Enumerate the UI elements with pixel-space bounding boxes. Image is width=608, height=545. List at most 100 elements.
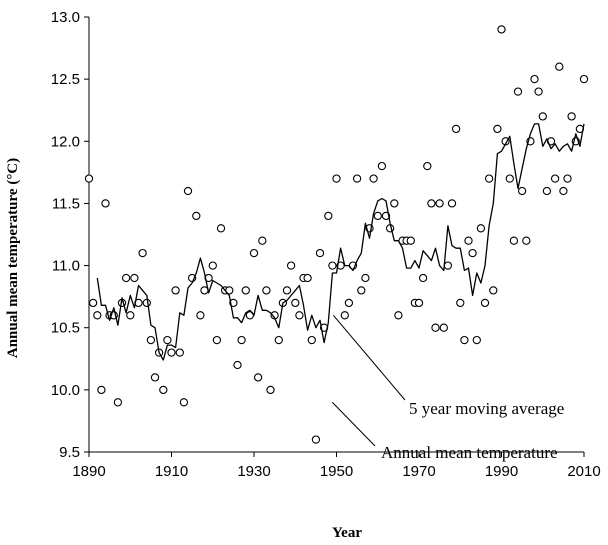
annotation-annual-mean: Annual mean temperature xyxy=(381,443,558,462)
data-point xyxy=(88,298,98,308)
data-point xyxy=(142,298,151,308)
data-point xyxy=(258,236,267,245)
data-point xyxy=(468,248,477,258)
data-point xyxy=(456,298,465,308)
data-point xyxy=(406,236,415,245)
y-tick-label: 10.0 xyxy=(51,382,80,399)
data-point xyxy=(101,199,110,208)
data-point xyxy=(249,248,259,258)
data-point xyxy=(171,286,180,295)
y-tick-label: 11.5 xyxy=(52,195,80,212)
moving-average-line xyxy=(96,123,585,361)
data-point xyxy=(522,236,531,245)
data-point xyxy=(303,273,312,283)
data-point xyxy=(84,174,94,183)
data-point xyxy=(286,261,296,270)
data-point xyxy=(505,174,514,183)
data-point xyxy=(212,335,222,345)
data-point xyxy=(121,273,131,283)
data-point xyxy=(550,174,560,183)
data-point xyxy=(493,124,502,134)
x-tick-label: 1990 xyxy=(485,463,518,480)
x-tick-label: 2010 xyxy=(567,463,600,480)
x-tick-label: 1950 xyxy=(320,463,353,480)
annotation-moving-average: 5 year moving average xyxy=(409,399,564,418)
data-point xyxy=(435,199,444,208)
data-point xyxy=(150,373,160,382)
plot-area: 1890 1910 1930 1950 1970 1990 2010 9.5 10.0 10.5… xyxy=(51,9,601,480)
x-tick-label: 1930 xyxy=(237,463,270,480)
data-point xyxy=(208,261,217,270)
data-point xyxy=(216,224,226,233)
data-point xyxy=(460,335,469,345)
data-point xyxy=(352,174,362,183)
data-point xyxy=(241,286,250,295)
data-point xyxy=(451,124,461,134)
data-point xyxy=(390,199,399,208)
data-point xyxy=(130,273,139,283)
data-point xyxy=(464,236,473,245)
data-point xyxy=(439,323,448,332)
data-point xyxy=(361,273,370,283)
data-point xyxy=(332,174,341,183)
data-point xyxy=(282,286,292,295)
data-point xyxy=(418,273,428,283)
data-point xyxy=(266,385,275,395)
x-tick-label: 1910 xyxy=(155,463,188,480)
data-point xyxy=(555,62,564,71)
data-point xyxy=(414,298,424,308)
data-point xyxy=(530,74,539,84)
data-point xyxy=(126,311,135,320)
data-point xyxy=(113,398,123,407)
data-point xyxy=(579,74,589,84)
data-point xyxy=(159,385,168,395)
data-point xyxy=(237,335,246,345)
data-point xyxy=(431,323,440,332)
data-point xyxy=(311,435,321,444)
annotations: 5 year moving average Annual mean tempera… xyxy=(331,314,564,462)
data-point xyxy=(163,335,172,345)
data-point xyxy=(324,211,333,221)
data-point xyxy=(369,174,378,183)
data-point xyxy=(377,161,387,171)
data-point xyxy=(423,161,432,171)
y-tick-label: 9.5 xyxy=(59,444,80,461)
data-point xyxy=(328,261,337,270)
data-point xyxy=(183,186,193,196)
data-point xyxy=(146,335,156,345)
annotation-leader-moving-average xyxy=(332,314,406,401)
annual-mean-points xyxy=(84,25,589,444)
x-ticks: 1890 1910 1930 1950 1970 1990 2010 xyxy=(72,452,601,480)
data-point xyxy=(291,298,300,308)
x-axis-title: Year xyxy=(332,525,362,541)
data-point xyxy=(427,199,436,208)
data-point xyxy=(97,385,106,395)
data-point xyxy=(567,112,576,121)
data-point xyxy=(295,311,304,320)
data-point xyxy=(167,348,176,357)
data-point xyxy=(563,174,572,183)
data-point xyxy=(175,348,184,357)
data-point xyxy=(447,199,457,208)
data-point xyxy=(538,112,547,121)
data-point xyxy=(394,311,403,320)
data-point xyxy=(509,236,519,245)
data-point xyxy=(192,211,201,221)
data-point xyxy=(517,186,527,196)
data-point xyxy=(476,224,486,233)
y-tick-label: 11.0 xyxy=(52,258,80,275)
y-ticks: 9.5 10.0 10.5 11.0 11.5 12.0 12.5 13.0 xyxy=(51,9,89,461)
x-tick-label: 1890 xyxy=(72,463,105,480)
data-point xyxy=(179,398,189,407)
data-point xyxy=(93,311,102,320)
annotation-leader-annual-mean xyxy=(331,401,376,447)
data-point xyxy=(534,87,543,96)
data-point xyxy=(307,335,316,345)
data-point xyxy=(344,298,354,308)
data-point xyxy=(443,261,453,270)
data-point xyxy=(513,87,523,96)
data-point xyxy=(472,335,481,345)
data-point xyxy=(484,174,494,183)
x-tick-label: 1970 xyxy=(402,463,435,480)
